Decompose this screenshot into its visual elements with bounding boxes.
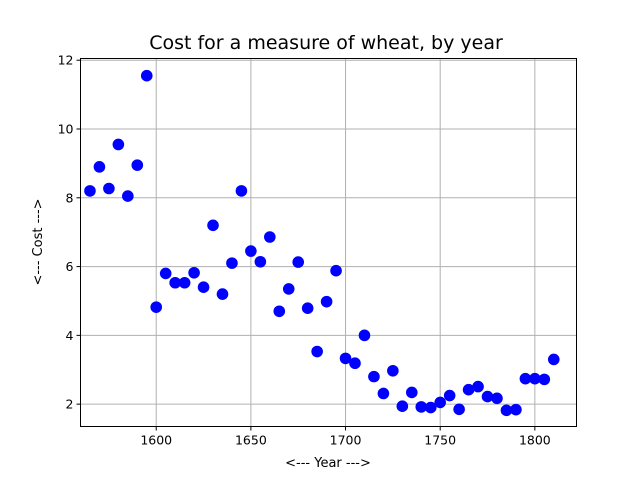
data-point	[547, 353, 560, 366]
data-point	[178, 276, 191, 289]
data-point	[245, 245, 257, 257]
data-point	[311, 345, 323, 358]
x-tick-label: 1700	[330, 433, 362, 448]
data-point	[472, 380, 484, 393]
data-point	[188, 266, 200, 279]
data-point	[216, 288, 229, 300]
data-point	[519, 372, 532, 385]
chart-title: Cost for a measure of wheat, by year	[149, 32, 503, 54]
y-tick-label: 8	[66, 190, 74, 205]
data-point	[500, 404, 513, 417]
plot-frame	[80, 58, 577, 427]
x-tick-label: 1800	[519, 433, 551, 448]
data-point	[131, 159, 144, 171]
x-axis-label: <--- Year --->	[285, 456, 371, 471]
data-point	[197, 281, 210, 294]
data-point	[264, 231, 276, 243]
gridlines	[80, 58, 577, 427]
y-tick-label: 4	[66, 328, 74, 343]
data-point	[330, 264, 342, 277]
data-point	[377, 387, 390, 400]
y-tick-label: 10	[58, 122, 74, 137]
data-point	[529, 372, 541, 385]
data-point	[481, 390, 494, 403]
data-point	[112, 138, 125, 151]
data-point	[84, 185, 96, 197]
data-point	[462, 383, 475, 396]
data-point	[405, 386, 418, 399]
data-point	[122, 190, 134, 202]
data-point	[169, 276, 181, 289]
data-point	[140, 69, 153, 82]
data-point	[358, 329, 371, 342]
data-point	[453, 403, 465, 416]
data-point	[282, 283, 295, 295]
data-point	[368, 370, 380, 383]
data-point	[207, 219, 219, 232]
data-point	[339, 352, 352, 365]
data-point	[254, 255, 267, 268]
data-point	[292, 256, 305, 268]
data-point	[443, 389, 456, 402]
data-point	[235, 185, 248, 197]
y-axis-label: <--- Cost --->	[31, 198, 46, 285]
data-point	[349, 357, 361, 370]
x-tick-label: 1750	[424, 433, 456, 448]
data-point	[387, 364, 399, 377]
data-point	[424, 401, 437, 414]
data-point	[320, 295, 333, 308]
data-points	[84, 69, 560, 417]
data-point	[396, 400, 409, 413]
data-point	[510, 403, 522, 416]
y-tick-label: 12	[58, 53, 74, 68]
data-point	[273, 305, 286, 318]
data-point	[538, 373, 551, 386]
x-tick-label: 1600	[140, 433, 172, 448]
data-point	[103, 182, 115, 195]
data-point	[226, 257, 238, 269]
data-point	[150, 301, 163, 313]
y-tick-label: 6	[66, 259, 74, 274]
data-point	[93, 161, 106, 173]
data-point	[415, 401, 428, 413]
data-point	[301, 302, 314, 314]
data-point	[491, 392, 503, 405]
data-point	[434, 396, 446, 409]
y-tick-label: 2	[66, 397, 74, 412]
axis-ticks: 1600 1650 1700 1750 1800 2 4 6 8 10 12	[58, 53, 551, 448]
x-tick-label: 1650	[235, 433, 267, 448]
data-point	[159, 267, 172, 280]
